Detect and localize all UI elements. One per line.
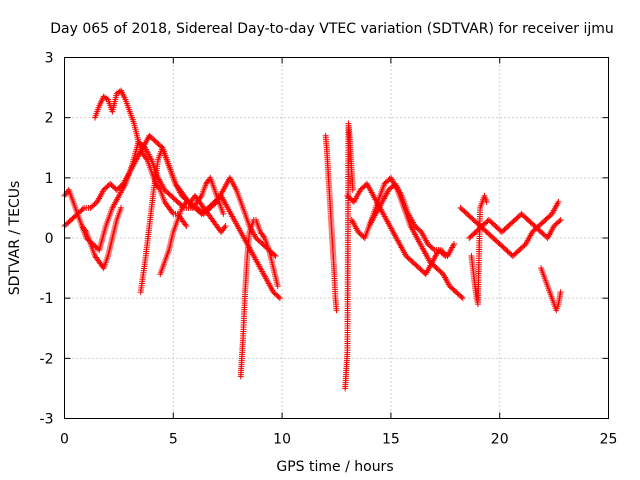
y-tick-label: -2 [40,351,54,367]
series-trace-f [157,192,229,278]
data-point [276,295,283,302]
data-point [555,198,562,205]
data-point [222,222,229,229]
series-trace-e [78,204,125,272]
data-point [459,295,466,302]
data-point [557,289,564,296]
x-tick-label: 0 [60,432,69,448]
y-tick-label: 0 [45,231,54,247]
data-point [272,253,279,260]
data-point [556,218,563,225]
series-trace-g [237,216,281,380]
y-tick-label: 2 [45,111,54,127]
data-point [220,210,227,217]
x-tick-label: 25 [600,432,618,448]
series-trace-k [344,180,449,278]
data-point [158,143,165,150]
data-point [349,186,356,193]
y-tick-label: 3 [45,51,54,67]
x-axis-label: GPS time / hours [276,459,393,475]
series-trace-o [468,192,490,308]
y-axis-label: SDTVAR / TECUs [7,181,23,296]
data-point [103,95,110,102]
data-point [451,241,458,248]
points-layer [61,87,564,392]
chart-title: Day 065 of 2018, Sidereal Day-to-day VTE… [50,21,614,37]
x-tick-label: 10 [273,432,291,448]
series-trace-c [91,87,190,229]
y-tick-label: -1 [40,291,54,307]
data-point [118,204,125,211]
series-trace-i [342,120,356,392]
data-point [430,245,437,252]
data-point [483,198,490,205]
y-tick-label: 1 [45,171,54,187]
data-point [79,206,86,213]
data-point [458,293,465,300]
x-tick-label: 20 [491,432,509,448]
y-tick-label: -3 [40,412,54,428]
data-point [271,251,278,258]
data-point [333,307,340,314]
series-trace-d [137,144,227,296]
series-trace-l [366,180,458,260]
x-tick-label: 5 [169,432,178,448]
series-trace-p [538,265,564,314]
series-trace-h [322,132,340,314]
data-point [274,283,281,290]
data-point [183,222,190,229]
data-point [275,293,282,300]
data-point [557,216,564,223]
plot-frame [64,57,609,419]
x-tick-label: 15 [382,432,400,448]
